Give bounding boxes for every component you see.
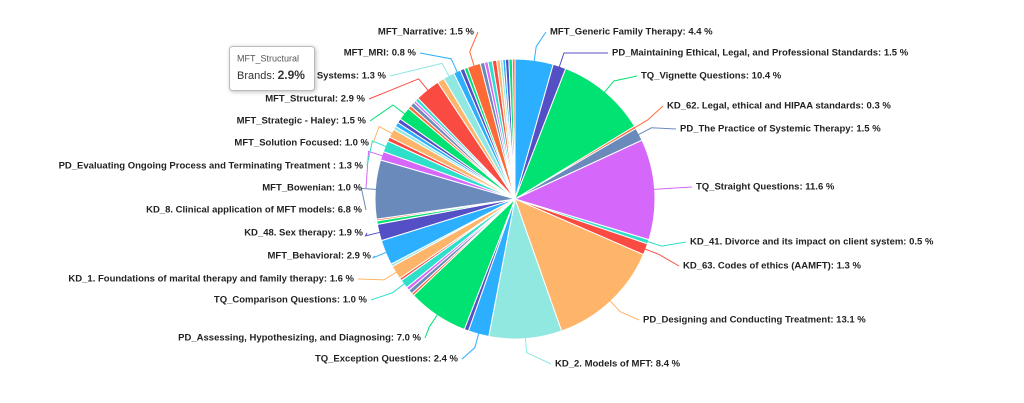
- leader-line: [372, 125, 394, 144]
- leader-line: [365, 150, 384, 189]
- tooltip-value: 2.9%: [278, 68, 306, 82]
- data-label: MFT_Generic Family Therapy: 4.4 %: [550, 27, 713, 38]
- leader-line: [368, 78, 430, 100]
- pie: [374, 58, 656, 340]
- data-label: MFT_Narrative: 1.5 %: [378, 27, 475, 38]
- leader-line: [469, 31, 479, 68]
- leader-line: [533, 31, 547, 63]
- data-label: MFT_Behavioral: 2.9 %: [268, 251, 372, 262]
- leader-line: [524, 336, 552, 365]
- data-label: KD_2. Models of MFT: 8.4 %: [555, 359, 681, 370]
- data-label: PD_Evaluating Ongoing Process and Termin…: [59, 161, 364, 172]
- data-label: KD_8. Clinical application of MFT models…: [146, 205, 362, 216]
- leader-line: [652, 186, 693, 190]
- data-labels: MFT_Generic Family Therapy: 4.4 % PD_Main…: [59, 27, 934, 370]
- leader-line: [424, 313, 439, 339]
- leader-line: [637, 127, 677, 136]
- data-label: KD_62. Legal, ethical and HIPAA standard…: [667, 101, 891, 112]
- leader-line: [370, 282, 406, 301]
- tooltip-box: [229, 46, 315, 91]
- leader-line: [389, 62, 451, 78]
- data-label: MFT_Strategic - Haley: 1.5 %: [237, 116, 367, 127]
- leader-line: [558, 52, 609, 69]
- leader-line: [461, 332, 480, 360]
- leader-line: [643, 248, 680, 267]
- data-label: KD_1. Foundations of marital therapy and…: [68, 274, 354, 285]
- tooltip: MFT_Structural Brands: 2.9%: [229, 46, 315, 91]
- data-label: TQ_Exception Questions: 2.4 %: [315, 354, 459, 365]
- leader-line: [372, 251, 388, 259]
- data-label: KD_63. Codes of ethics (AAMFT): 1.3 %: [683, 261, 861, 272]
- leader-line: [357, 271, 398, 281]
- data-label: MFT_Solution Focused: 1.0 %: [234, 138, 369, 149]
- data-label: PD_Maintaining Ethical, Legal, and Profe…: [612, 48, 909, 59]
- leader-line: [366, 140, 388, 167]
- leader-line: [603, 75, 638, 94]
- tooltip-title: MFT_Structural: [237, 53, 299, 63]
- data-label: MFT_Family Systems: 1.3 %: [259, 71, 386, 82]
- leader-line: [646, 240, 687, 247]
- tooltip-body: Brands: 2.9%: [237, 68, 305, 82]
- tooltip-key: Brands:: [237, 70, 275, 82]
- data-label: MFT_Bowenian: 1.0 %: [262, 183, 362, 194]
- leader-line: [608, 299, 640, 321]
- data-label: MFT_Structural: 2.9 %: [265, 94, 365, 105]
- leader-line: [419, 52, 459, 74]
- pie-slice: [511, 58, 516, 200]
- leader-line: [633, 105, 664, 129]
- data-label: KD_41. Divorce and its impact on client …: [690, 237, 934, 248]
- leader-line: [360, 187, 378, 211]
- data-label: KD_48. Sex therapy: 1.9 %: [244, 228, 363, 239]
- data-label: TQ_Comparison Questions: 1.0 %: [214, 295, 368, 306]
- data-label: TQ_Straight Questions: 11.6 %: [696, 182, 835, 193]
- data-label: TQ_Vignette Questions: 10.4 %: [641, 71, 782, 82]
- leader-line: [364, 231, 382, 237]
- data-label: PD_Designing and Conducting Treatment: 1…: [643, 315, 866, 326]
- data-label: PD_Assessing, Hypothesizing, and Diagnos…: [178, 333, 421, 344]
- data-label: MFT_MRI: 0.8 %: [344, 48, 417, 59]
- leader-line: [369, 104, 406, 122]
- data-label: PD_The Practice of Systemic Therapy: 1.5…: [680, 124, 881, 135]
